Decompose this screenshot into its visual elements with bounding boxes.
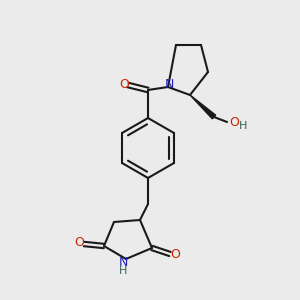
Text: O: O (170, 248, 180, 262)
Text: N: N (164, 79, 174, 92)
Text: O: O (74, 236, 84, 250)
Polygon shape (190, 95, 216, 119)
Text: O: O (229, 116, 239, 128)
Text: N: N (118, 256, 128, 269)
Text: H: H (119, 266, 127, 276)
Text: O: O (119, 77, 129, 91)
Text: H: H (239, 121, 247, 131)
